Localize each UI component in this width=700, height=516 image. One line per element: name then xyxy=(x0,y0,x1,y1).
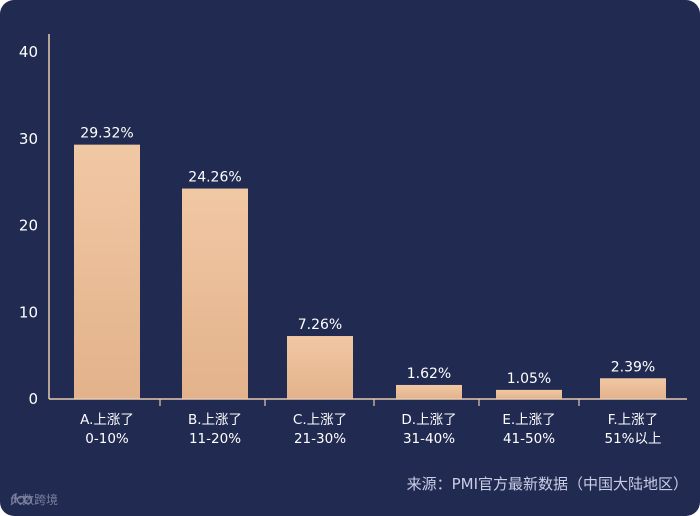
y-tick-label: 30 xyxy=(19,130,38,148)
x-tick-label: 21-30% xyxy=(294,431,346,447)
data-labels: 29.32% 24.26% 7.26% 1.62% 1.05% 2.39% xyxy=(80,126,655,387)
bars xyxy=(74,144,666,399)
x-tick-label: 31-40% xyxy=(403,431,455,447)
x-tick-label: 41-50% xyxy=(503,431,555,447)
y-tick-label: 20 xyxy=(19,217,38,235)
x-tick-label: E.上涨了 xyxy=(502,412,555,428)
x-tick-label: B.上涨了 xyxy=(188,412,242,428)
brand-logo-icon xyxy=(11,493,32,505)
bar xyxy=(182,188,248,399)
y-tick-label: 0 xyxy=(28,390,38,408)
brand-watermark: 大数跨境 xyxy=(10,491,58,508)
data-label: 2.39% xyxy=(611,359,655,375)
bar xyxy=(396,384,462,399)
bar xyxy=(496,389,562,399)
data-label: 1.05% xyxy=(507,371,551,387)
data-label: 24.26% xyxy=(188,170,241,186)
data-label: 7.26% xyxy=(298,317,342,333)
x-tick-label: 51%以上 xyxy=(604,431,661,447)
y-tick-label: 10 xyxy=(19,303,38,321)
data-label: 29.32% xyxy=(80,126,133,142)
bar xyxy=(600,378,666,399)
x-tick-label: A.上涨了 xyxy=(80,412,134,428)
y-axis-ticks: 0 10 20 30 40 xyxy=(19,43,38,408)
x-tick-label: F.上涨了 xyxy=(608,412,658,428)
x-tick-label: C.上涨了 xyxy=(293,412,347,428)
bar xyxy=(287,336,353,399)
source-note: 来源：PMI官方最新数据（中国大陆地区） xyxy=(406,475,688,493)
x-axis-ticks: A.上涨了 0-10% B.上涨了 11-20% C.上涨了 21-30% D.上涨了 31-… xyxy=(80,412,661,447)
x-axis-dividers xyxy=(159,399,580,406)
x-tick-label: 11-20% xyxy=(189,431,241,447)
y-tick-label: 40 xyxy=(19,43,38,61)
data-label: 1.62% xyxy=(407,366,451,382)
bar xyxy=(74,144,140,399)
x-tick-label: D.上涨了 xyxy=(401,412,456,428)
x-tick-label: 0-10% xyxy=(85,431,129,447)
